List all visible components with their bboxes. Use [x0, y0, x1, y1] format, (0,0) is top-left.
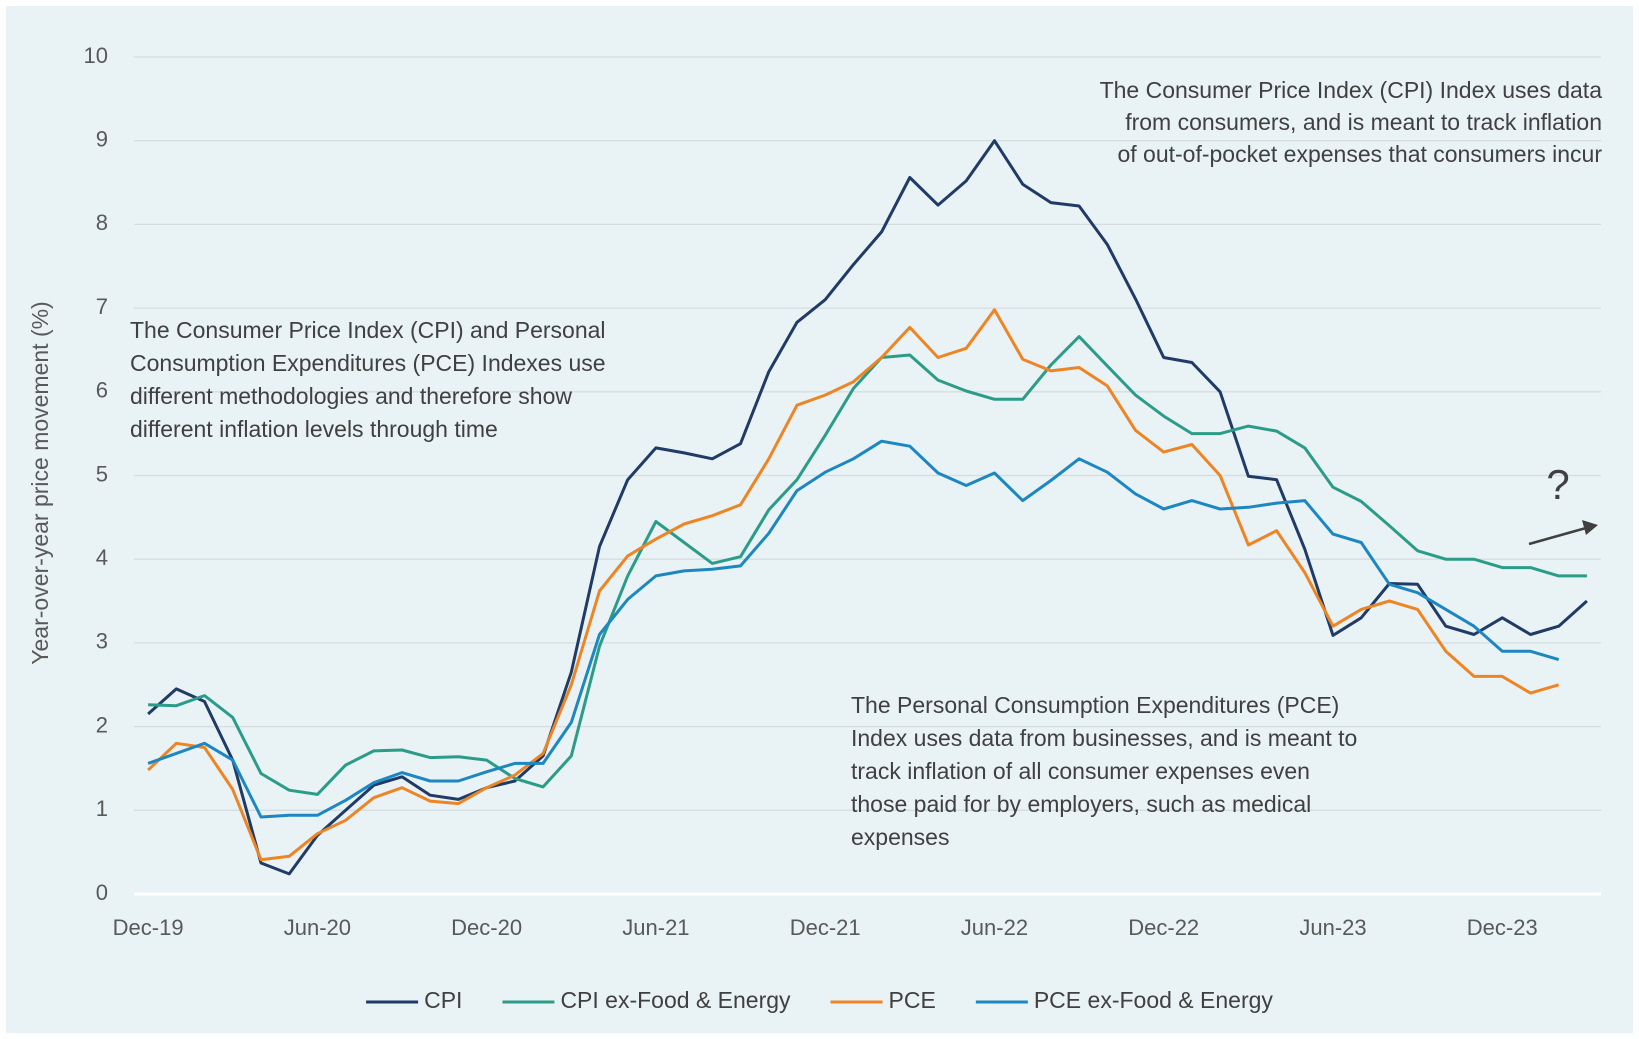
annotation: Consumption Expenditures (PCE) Indexes u…	[130, 350, 606, 376]
annotation: ?	[1546, 461, 1569, 508]
arrow-head	[1582, 520, 1598, 535]
legend-label: PCE ex-Food & Energy	[1034, 987, 1274, 1013]
annotation: The Consumer Price Index (CPI) and Perso…	[130, 317, 606, 343]
annotation: from consumers, and is meant to track in…	[1125, 109, 1602, 135]
series-line	[147, 308, 1560, 862]
y-tick-label: 10	[84, 43, 108, 68]
y-tick-label: 6	[96, 378, 108, 403]
y-tick-label: 7	[96, 294, 108, 319]
series-line	[147, 139, 1588, 876]
legend-label: PCE	[889, 987, 936, 1013]
y-tick-label: 4	[96, 545, 108, 570]
series-line	[148, 335, 1587, 796]
legend-label: CPI ex-Food & Energy	[560, 987, 791, 1013]
y-axis-label: Year-over-year price movement (%)	[27, 301, 53, 664]
y-tick-label: 9	[96, 127, 108, 152]
annotation: those paid for by employers, such as med…	[851, 791, 1311, 817]
x-tick-label: Jun-22	[961, 915, 1028, 940]
x-tick-label: Jun-21	[622, 915, 689, 940]
y-tick-label: 8	[96, 210, 108, 235]
y-tick-label: 2	[96, 712, 108, 737]
x-tick-label: Dec-19	[113, 915, 184, 940]
series-line	[147, 439, 1560, 819]
annotation: different methodologies and therefore sh…	[130, 383, 572, 409]
chart-background	[6, 6, 1633, 1033]
y-tick-label: 3	[96, 629, 108, 654]
annotation: expenses	[851, 824, 949, 850]
annotation: track inflation of all consumer expenses…	[851, 758, 1310, 784]
annotation: different inflation levels through time	[130, 416, 498, 442]
x-tick-label: Dec-22	[1128, 915, 1199, 940]
y-tick-label: 1	[96, 796, 108, 821]
x-tick-label: Dec-23	[1467, 915, 1538, 940]
x-tick-label: Jun-20	[284, 915, 351, 940]
x-tick-label: Jun-23	[1299, 915, 1366, 940]
legend-label: CPI	[424, 987, 462, 1013]
y-tick-label: 0	[96, 880, 108, 905]
x-tick-label: Dec-21	[790, 915, 861, 940]
annotation: The Consumer Price Index (CPI) Index use…	[1100, 77, 1603, 103]
arrow-shaft	[1528, 526, 1587, 546]
annotation: of out-of-pocket expenses that consumers…	[1117, 141, 1602, 167]
annotation: Index uses data from businesses, and is …	[851, 725, 1357, 751]
x-tick-label: Dec-20	[451, 915, 522, 940]
y-tick-label: 5	[96, 461, 108, 486]
annotation: The Personal Consumption Expenditures (P…	[851, 692, 1339, 718]
